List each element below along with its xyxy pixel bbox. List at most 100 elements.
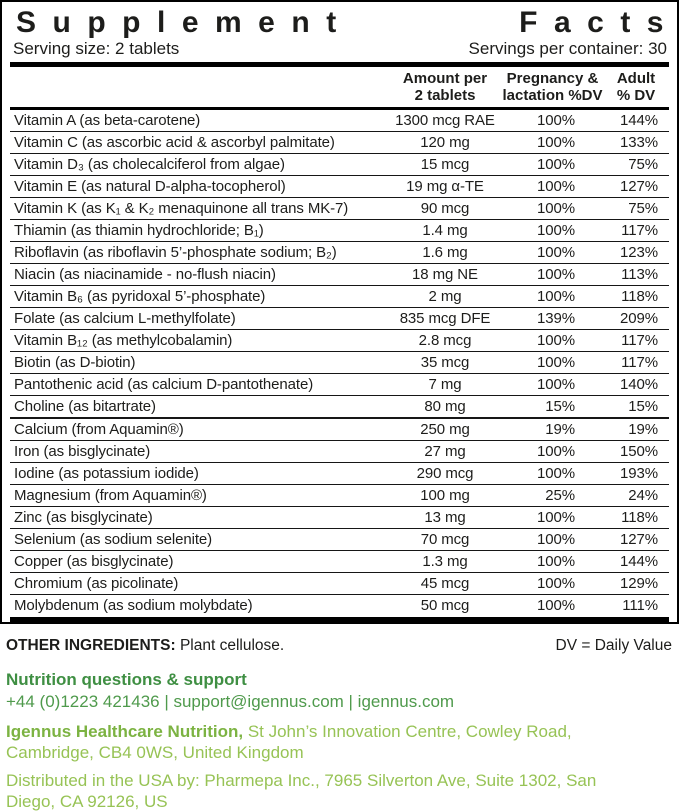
nutrient-pregnancy-dv: 100% [537, 332, 575, 349]
nutrient-amount: 250 mg [420, 421, 470, 438]
header-spacer [10, 70, 390, 104]
table-row: Vitamin D₃ (as cholecalciferol from alga… [10, 153, 669, 175]
nutrient-adult-dv: 117% [621, 332, 658, 349]
table-row: Iodine (as potassium iodide) 290 mcg 100… [10, 462, 669, 484]
nutrient-name: Molybdenum (as sodium molybdate) [14, 597, 253, 614]
column-header-adult-line2: % DV [616, 87, 656, 104]
table-row: Vitamin E (as natural D-alpha-tocopherol… [10, 175, 669, 197]
footer: Nutrition questions & support +44 (0)122… [0, 655, 679, 812]
column-header-amount: Amount per 2 tablets [390, 70, 500, 104]
nutrient-amount: 2.8 mcg [418, 332, 472, 349]
nutrient-amount: 35 mcg [420, 354, 470, 371]
nutrient-amount: 1.3 mg [422, 553, 468, 570]
nutrient-amount: 7 mg [428, 376, 462, 393]
nutrient-pregnancy-dv: 25% [545, 487, 575, 504]
nutrient-name: Zinc (as bisglycinate) [14, 509, 153, 526]
servings-per-container-text: Servings per container: 30 [468, 39, 667, 58]
nutrient-adult-dv: 193% [620, 465, 658, 482]
nutrient-pregnancy-dv: 15% [545, 398, 575, 415]
nutrient-adult-dv: 127% [620, 178, 658, 195]
nutrient-amount: 45 mcg [420, 575, 470, 592]
nutrient-amount: 100 mg [420, 487, 470, 504]
nutrient-name: Biotin (as D-biotin) [14, 354, 136, 371]
table-row: Chromium (as picolinate) 45 mcg 100% 129… [10, 572, 669, 594]
nutrient-name: Pantothenic acid (as calcium D-pantothen… [14, 376, 314, 393]
nutrient-adult-dv: 15% [628, 398, 658, 415]
nutrient-adult-dv: 150% [620, 443, 658, 460]
nutrient-adult-dv: 118% [621, 509, 658, 526]
other-ingredients-value: Plant cellulose. [175, 637, 285, 654]
nutrient-adult-dv: 113% [621, 266, 658, 283]
nutrient-amount: 90 mcg [420, 200, 470, 217]
column-header-adult: Adult % DV [605, 70, 669, 104]
table-row: Folate (as calcium L-methylfolate) 835 m… [10, 307, 669, 329]
serving-size-text: Serving size: 2 tablets [13, 39, 180, 58]
nutrient-name: Thiamin (as thiamin hydrochloride; B₁) [14, 222, 264, 239]
nutrient-table: Vitamin A (as beta-carotene) 1300 mcg RA… [10, 110, 669, 616]
nutrient-name: Selenium (as sodium selenite) [14, 531, 213, 548]
table-row: Calcium (from Aquamin®) 250 mg 19% 19% [10, 417, 669, 440]
table-row: Biotin (as D-biotin) 35 mcg 100% 117% [10, 351, 669, 373]
other-ingredients: OTHER INGREDIENTS: Plant cellulose. [6, 637, 284, 655]
nutrient-amount: 2 mg [428, 288, 462, 305]
column-header-amount-line2: 2 tablets [414, 87, 476, 104]
table-row: Riboflavin (as riboflavin 5’-phosphate s… [10, 241, 669, 263]
nutrient-adult-dv: 144% [620, 553, 658, 570]
table-row: Molybdenum (as sodium molybdate) 50 mcg … [10, 594, 669, 616]
nutrient-adult-dv: 140% [620, 376, 658, 393]
nutrient-adult-dv: 19% [628, 421, 658, 438]
nutrient-pregnancy-dv: 100% [537, 575, 575, 592]
nutrient-amount: 835 mcg DFE [399, 310, 491, 327]
nutrient-amount: 1.6 mg [422, 244, 468, 261]
nutrient-amount: 13 mg [424, 509, 466, 526]
table-row: Iron (as bisglycinate) 27 mg 100% 150% [10, 440, 669, 462]
nutrient-name: Copper (as bisglycinate) [14, 553, 174, 570]
nutrient-amount: 18 mg NE [412, 266, 478, 283]
nutrient-name: Chromium (as picolinate) [14, 575, 179, 592]
table-row: Vitamin A (as beta-carotene) 1300 mcg RA… [10, 110, 669, 131]
nutrient-name: Iodine (as potassium iodide) [14, 465, 199, 482]
nutrient-adult-dv: 118% [621, 288, 658, 305]
nutrient-adult-dv: 75% [628, 156, 658, 173]
column-header-amount-line1: Amount per [402, 70, 488, 87]
nutrient-amount: 70 mcg [420, 531, 470, 548]
column-header-pregnancy-line1: Pregnancy & [506, 70, 599, 87]
nutrient-amount: 80 mg [424, 398, 466, 415]
table-row: Magnesium (from Aquamin®) 100 mg 25% 24% [10, 484, 669, 506]
company-name: Igennus Healthcare Nutrition, [6, 722, 244, 741]
nutrient-pregnancy-dv: 100% [537, 156, 575, 173]
nutrient-name: Vitamin E (as natural D-alpha-tocopherol… [14, 178, 286, 195]
nutrient-amount: 27 mg [424, 443, 466, 460]
nutrient-pregnancy-dv: 100% [537, 376, 575, 393]
table-row: Vitamin B₆ (as pyridoxal 5’-phosphate) 2… [10, 285, 669, 307]
dv-note: DV = Daily Value [555, 637, 672, 654]
divider-thick-bottom [10, 617, 669, 622]
other-ingredients-row: OTHER INGREDIENTS: Plant cellulose. DV =… [0, 624, 679, 655]
nutrient-pregnancy-dv: 100% [537, 178, 575, 195]
nutrient-amount: 120 mg [420, 134, 470, 151]
nutrient-pregnancy-dv: 100% [537, 200, 575, 217]
nutrient-adult-dv: 133% [620, 134, 658, 151]
nutrient-name: Riboflavin (as riboflavin 5’-phosphate s… [14, 244, 337, 261]
nutrient-pregnancy-dv: 100% [537, 354, 575, 371]
nutrient-adult-dv: 117% [621, 222, 658, 239]
nutrient-pregnancy-dv: 100% [537, 509, 575, 526]
nutrient-pregnancy-dv: 100% [537, 443, 575, 460]
nutrient-pregnancy-dv: 100% [537, 597, 575, 614]
nutrient-amount: 1.4 mg [422, 222, 468, 239]
nutrient-name: Magnesium (from Aquamin®) [14, 487, 207, 504]
nutrient-adult-dv: 144% [620, 112, 658, 129]
nutrient-name: Calcium (from Aquamin®) [14, 421, 184, 438]
nutrient-pregnancy-dv: 100% [537, 112, 575, 129]
nutrient-name: Vitamin K (as K₁ & K₂ menaquinone all tr… [14, 200, 349, 217]
table-row: Vitamin B₁₂ (as methylcobalamin) 2.8 mcg… [10, 329, 669, 351]
nutrient-name: Niacin (as niacinamide - no-flush niacin… [14, 266, 276, 283]
title-word-facts: Facts [519, 6, 679, 39]
nutrient-adult-dv: 127% [620, 531, 658, 548]
table-row: Copper (as bisglycinate) 1.3 mg 100% 144… [10, 550, 669, 572]
nutrient-name: Choline (as bitartrate) [14, 398, 156, 415]
contact-line: +44 (0)1223 421436 | support@igennus.com… [6, 692, 455, 711]
column-header-pregnancy: Pregnancy & lactation %DV [500, 70, 605, 104]
nutrient-amount: 50 mcg [420, 597, 470, 614]
